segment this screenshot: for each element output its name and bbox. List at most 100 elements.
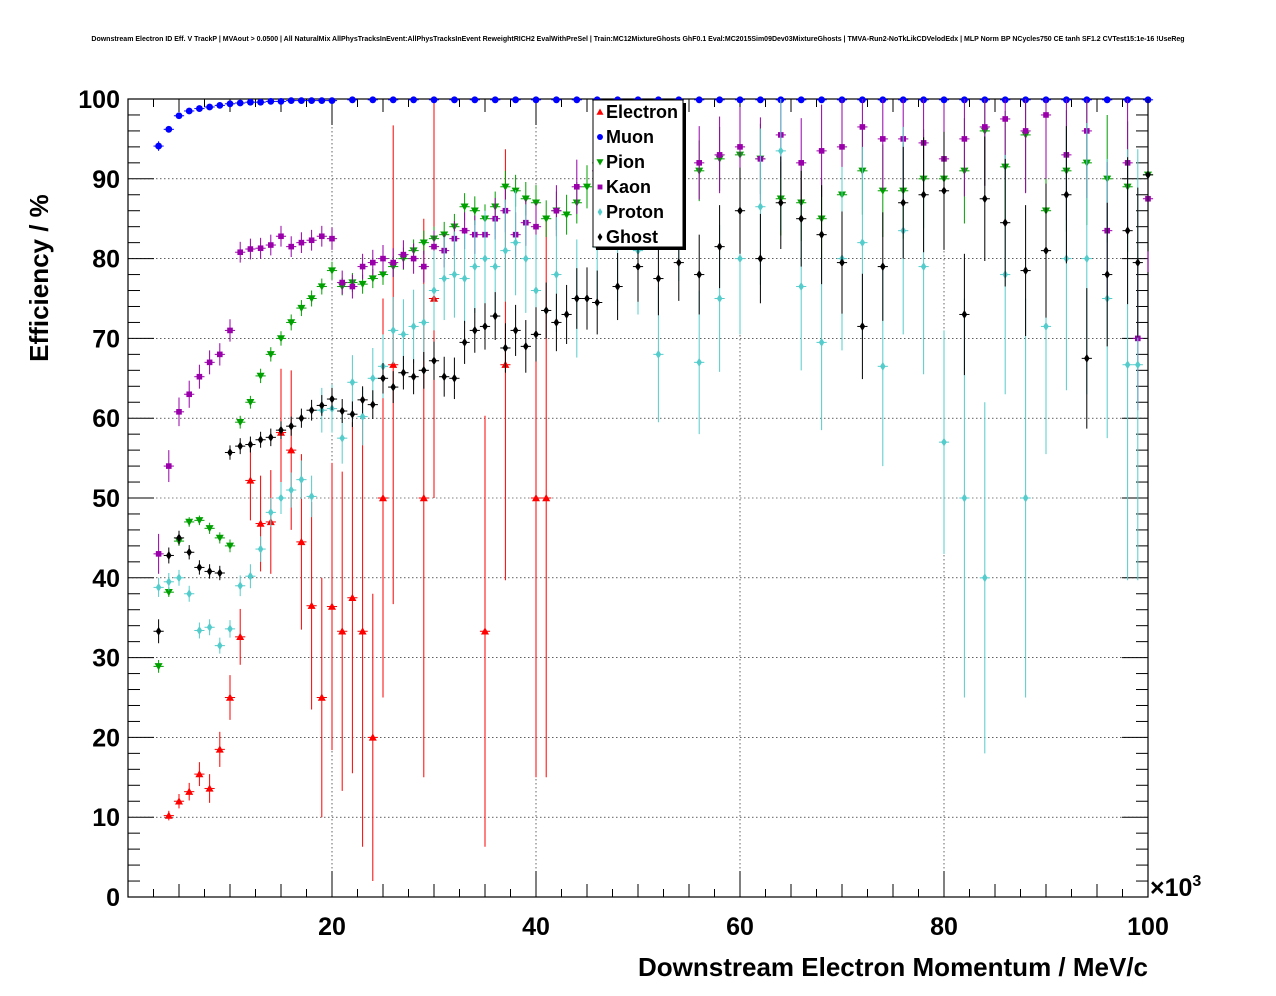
pion-point: [878, 187, 887, 195]
kaon-point: [227, 327, 233, 334]
y-tick-label: 30: [92, 645, 120, 673]
kaon-point: [247, 246, 254, 252]
kaon-point: [268, 242, 274, 248]
muon-point: [757, 96, 764, 104]
proton-point: [1124, 360, 1131, 370]
ghost-point: [614, 282, 621, 291]
pion-point: [297, 304, 306, 313]
proton-point: [359, 412, 366, 422]
ghost-point: [533, 330, 539, 339]
muon-point: [471, 96, 479, 104]
pion-point: [154, 663, 163, 671]
kaon-point: [1022, 128, 1029, 134]
proton-point: [553, 270, 560, 279]
proton-point: [390, 326, 396, 335]
proton-point: [308, 492, 315, 501]
ghost-point: [451, 373, 458, 383]
x-tick-label: 20: [318, 913, 346, 941]
kaon-point: [818, 148, 825, 154]
kaon-point: [359, 263, 366, 270]
muon-point: [389, 96, 397, 104]
proton-point: [400, 330, 407, 339]
proton-point: [880, 361, 886, 371]
muon-point: [247, 98, 254, 106]
legend-marker-proton: [597, 208, 603, 216]
ghost-point: [461, 337, 468, 347]
y-tick-label: 40: [92, 565, 120, 593]
muon-point: [257, 98, 264, 106]
pion-point: [358, 280, 367, 289]
kaon-point: [421, 263, 427, 270]
legend-marker-muon: [597, 134, 603, 140]
muon-point: [797, 96, 805, 104]
proton-point: [472, 262, 478, 271]
ghost-point: [166, 551, 172, 560]
muon-point: [553, 96, 560, 104]
kaon-point: [880, 136, 886, 142]
electron-point: [338, 627, 347, 635]
muon-point: [267, 97, 275, 105]
pion-point: [562, 211, 571, 219]
legend-label-proton: Proton: [606, 202, 664, 222]
kaon-point: [166, 463, 172, 469]
pion-point: [379, 271, 387, 279]
kaon-point: [982, 124, 988, 130]
muon-point: [175, 112, 183, 120]
ghost-point: [563, 310, 570, 319]
ghost-point: [961, 310, 968, 319]
ghost-point: [553, 318, 560, 327]
pion-point: [317, 283, 326, 291]
legend-label-kaon: Kaon: [606, 177, 651, 197]
ghost-point: [278, 425, 284, 435]
ghost-point: [298, 413, 305, 423]
ghost-point: [441, 372, 447, 382]
ghost-point: [472, 326, 478, 335]
proton-point: [533, 286, 539, 295]
legend-marker-ghost: [597, 233, 603, 241]
ghost-point: [237, 441, 243, 451]
ghost-point: [1043, 246, 1049, 256]
electron-point: [368, 733, 377, 741]
muon-point: [410, 96, 417, 104]
ghost-point: [655, 274, 662, 283]
proton-point: [349, 377, 356, 387]
proton-point: [859, 238, 866, 248]
pion-point: [583, 183, 591, 191]
pion-point: [266, 351, 275, 359]
kaon-point: [206, 359, 213, 366]
ghost-point: [900, 198, 906, 208]
ghost-point: [482, 322, 488, 331]
kaon-point: [431, 243, 437, 250]
electron-point: [317, 693, 326, 701]
electron-point: [328, 602, 336, 610]
data-series: [153, 96, 1154, 882]
ghost-point: [941, 186, 947, 196]
muon-point: [328, 97, 336, 104]
electron-point: [236, 632, 245, 641]
electron-point: [246, 476, 255, 484]
kaon-point: [533, 223, 539, 230]
kaon-point: [308, 237, 315, 244]
proton-point: [798, 282, 804, 291]
proton-point: [716, 294, 723, 303]
electron-point: [256, 519, 265, 527]
ghost-point: [410, 372, 417, 382]
proton-point: [757, 202, 764, 212]
kaon-point: [186, 391, 192, 398]
muon-point: [236, 99, 244, 107]
pion-point: [215, 534, 224, 542]
electron-point: [164, 811, 173, 819]
proton-point: [502, 246, 509, 256]
ghost-point: [737, 206, 743, 216]
ghost-point: [431, 356, 437, 366]
kaon-point: [1043, 112, 1049, 118]
proton-point: [206, 622, 213, 632]
muon-point: [185, 107, 193, 115]
electron-point: [307, 601, 316, 609]
ghost-point: [594, 298, 600, 307]
pion-point: [256, 372, 265, 380]
ghost-point: [349, 409, 356, 419]
ghost-point: [390, 382, 396, 392]
kaon-point: [380, 255, 386, 262]
ghost-point: [155, 626, 162, 636]
